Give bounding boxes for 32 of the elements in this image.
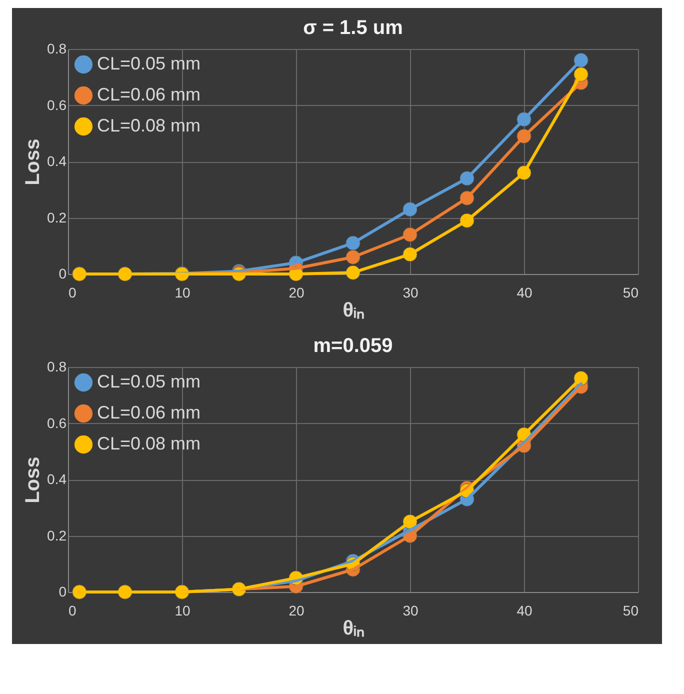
legend-label: CL=0.08 mm — [97, 116, 201, 136]
x-tick-label: 20 — [288, 602, 304, 618]
legend-label: CL=0.08 mm — [97, 434, 201, 454]
y-tick-label: 0.8 — [47, 40, 67, 56]
chart-title: m=0.059 — [313, 335, 393, 357]
y-tick-label: 0.4 — [47, 471, 67, 487]
x-tick-label: 40 — [516, 602, 532, 618]
x-tick-label: 30 — [402, 284, 418, 300]
y-tick-label: 0.8 — [47, 358, 67, 374]
x-axis-title: θᵢₙ — [342, 618, 364, 640]
x-tick-label: 20 — [288, 284, 304, 300]
x-tick-label: 50 — [622, 602, 639, 618]
y-tick-label: 0.4 — [47, 153, 67, 169]
x-tick-label: 40 — [516, 284, 532, 300]
y-axis-title: Loss — [22, 456, 44, 504]
x-tick-label: 10 — [174, 284, 190, 300]
legend-label: CL=0.05 mm — [97, 54, 201, 74]
y-tick-label: 0 — [58, 584, 67, 600]
chart-title: σ = 1.5 um — [303, 17, 403, 39]
x-tick-label: 30 — [402, 602, 418, 618]
x-tick-label: 50 — [622, 284, 639, 300]
legend-label: CL=0.06 mm — [97, 402, 201, 422]
legend-label: CL=0.05 mm — [97, 372, 201, 392]
x-axis-title: θᵢₙ — [342, 300, 364, 322]
y-tick-label: 0 — [58, 266, 67, 282]
y-tick-label: 0.2 — [47, 209, 67, 226]
y-tick-label: 0.6 — [47, 414, 67, 431]
y-tick-label: 0.6 — [47, 96, 67, 113]
legend-label: CL=0.06 mm — [97, 84, 201, 104]
y-tick-label: 0.2 — [47, 527, 67, 544]
y-axis-title: Loss — [22, 138, 44, 186]
x-tick-label: 10 — [174, 602, 190, 618]
